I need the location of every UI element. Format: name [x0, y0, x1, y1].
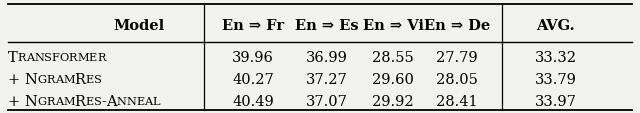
Text: 27.79: 27.79: [436, 50, 478, 64]
Text: M: M: [63, 74, 75, 84]
Text: E: E: [85, 74, 93, 84]
Text: 33.79: 33.79: [535, 72, 577, 86]
Text: R: R: [17, 52, 26, 62]
Text: F: F: [52, 52, 60, 62]
Text: A: A: [145, 96, 153, 106]
Text: R: R: [46, 74, 55, 84]
Text: E: E: [136, 96, 145, 106]
Text: +: +: [8, 94, 20, 108]
Text: E: E: [85, 96, 93, 106]
Text: 33.32: 33.32: [535, 50, 577, 64]
Text: A: A: [26, 52, 34, 62]
Text: -: -: [101, 94, 106, 108]
Text: N: N: [116, 96, 127, 106]
Text: AVG.: AVG.: [536, 19, 575, 33]
Text: A: A: [55, 96, 63, 106]
Text: +: +: [8, 72, 20, 86]
Text: En ⇒ Vi: En ⇒ Vi: [363, 19, 424, 33]
Text: G: G: [37, 74, 46, 84]
Text: R: R: [97, 52, 106, 62]
Text: N: N: [127, 96, 136, 106]
Text: 40.27: 40.27: [232, 72, 274, 86]
Text: S: S: [93, 96, 101, 106]
Text: R: R: [46, 96, 55, 106]
Text: M: M: [63, 96, 75, 106]
Text: 29.60: 29.60: [372, 72, 414, 86]
Text: S: S: [44, 52, 52, 62]
Text: A: A: [55, 74, 63, 84]
Text: N: N: [34, 52, 44, 62]
Text: 28.55: 28.55: [372, 50, 414, 64]
Text: 36.99: 36.99: [305, 50, 348, 64]
Text: L: L: [153, 96, 160, 106]
Text: 33.97: 33.97: [535, 94, 577, 108]
Text: 29.92: 29.92: [372, 94, 414, 108]
Text: En ⇒ Fr: En ⇒ Fr: [222, 19, 284, 33]
Text: En ⇒ Es: En ⇒ Es: [294, 19, 358, 33]
Text: N: N: [24, 94, 37, 108]
Text: 28.41: 28.41: [436, 94, 478, 108]
Text: 28.05: 28.05: [436, 72, 478, 86]
Text: N: N: [24, 72, 37, 86]
Text: S: S: [93, 74, 101, 84]
Text: 37.07: 37.07: [305, 94, 348, 108]
Text: Model: Model: [113, 19, 164, 33]
Text: E: E: [89, 52, 97, 62]
Text: T: T: [8, 50, 17, 64]
Text: 37.27: 37.27: [305, 72, 348, 86]
Text: R: R: [69, 52, 77, 62]
Text: O: O: [60, 52, 69, 62]
Text: R: R: [75, 94, 86, 108]
Text: G: G: [37, 96, 46, 106]
Text: R: R: [75, 72, 86, 86]
Text: M: M: [77, 52, 89, 62]
Text: En ⇒ De: En ⇒ De: [424, 19, 490, 33]
Text: 40.49: 40.49: [232, 94, 274, 108]
Text: A: A: [106, 94, 117, 108]
Text: 39.96: 39.96: [232, 50, 274, 64]
